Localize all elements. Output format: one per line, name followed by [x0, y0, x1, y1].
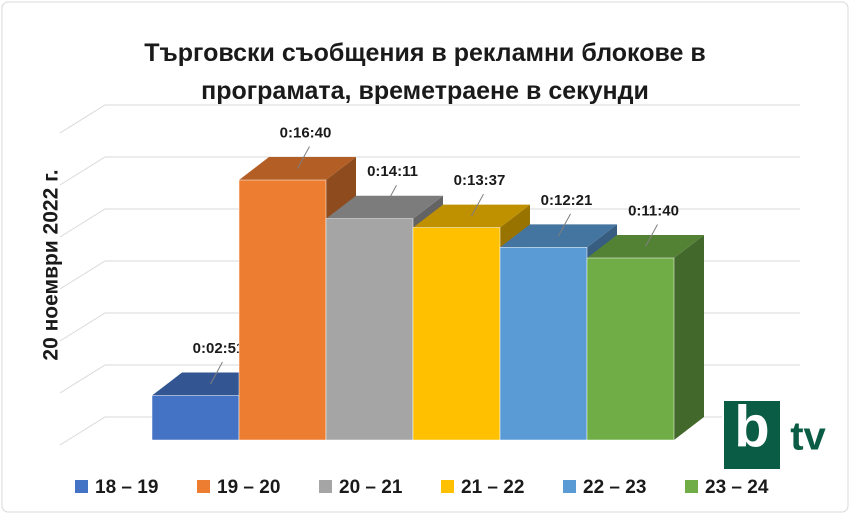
legend-label: 20 – 21	[339, 477, 403, 498]
legend-swatch	[197, 480, 210, 493]
bar-side	[674, 235, 704, 440]
bar	[412, 227, 501, 441]
legend-label: 22 – 23	[583, 477, 646, 498]
value-label: 0:02:51	[193, 340, 245, 357]
value-label: 0:16:40	[280, 124, 332, 141]
legend-swatch	[319, 480, 332, 493]
legend-label: 19 – 20	[217, 477, 280, 498]
bar	[238, 179, 327, 441]
legend-swatch	[685, 480, 698, 493]
grid-line	[59, 208, 800, 238]
leader-line	[210, 361, 223, 385]
logo-box	[724, 401, 780, 469]
legend-swatch	[441, 480, 454, 493]
value-label: 0:13:37	[454, 172, 506, 189]
leader-line	[297, 146, 310, 169]
logo-b: b	[734, 394, 769, 459]
legend-label: 21 – 22	[461, 477, 524, 498]
leader-line	[645, 224, 658, 247]
y-axis-label: 20 ноември 2022 г.	[40, 169, 63, 360]
bar	[151, 395, 240, 441]
value-label: 0:12:21	[541, 192, 593, 209]
value-label: 0:14:11	[367, 163, 418, 180]
leader-line	[558, 213, 571, 237]
grid-line	[59, 104, 800, 134]
bar	[499, 247, 588, 441]
legend-swatch	[563, 480, 576, 493]
legend-label: 23 – 24	[705, 477, 769, 498]
value-label: 0:11:40	[628, 202, 679, 219]
bar	[586, 257, 675, 441]
bar	[325, 218, 414, 441]
leader-line	[471, 193, 484, 217]
leader-line	[384, 185, 397, 208]
grid-line	[59, 156, 800, 186]
legend-swatch	[75, 480, 88, 493]
legend-label: 18 – 19	[95, 477, 158, 498]
chart-title: Търговски съобщения в рекламни блокове в…	[144, 39, 706, 105]
logo-tv: tv	[790, 415, 826, 459]
